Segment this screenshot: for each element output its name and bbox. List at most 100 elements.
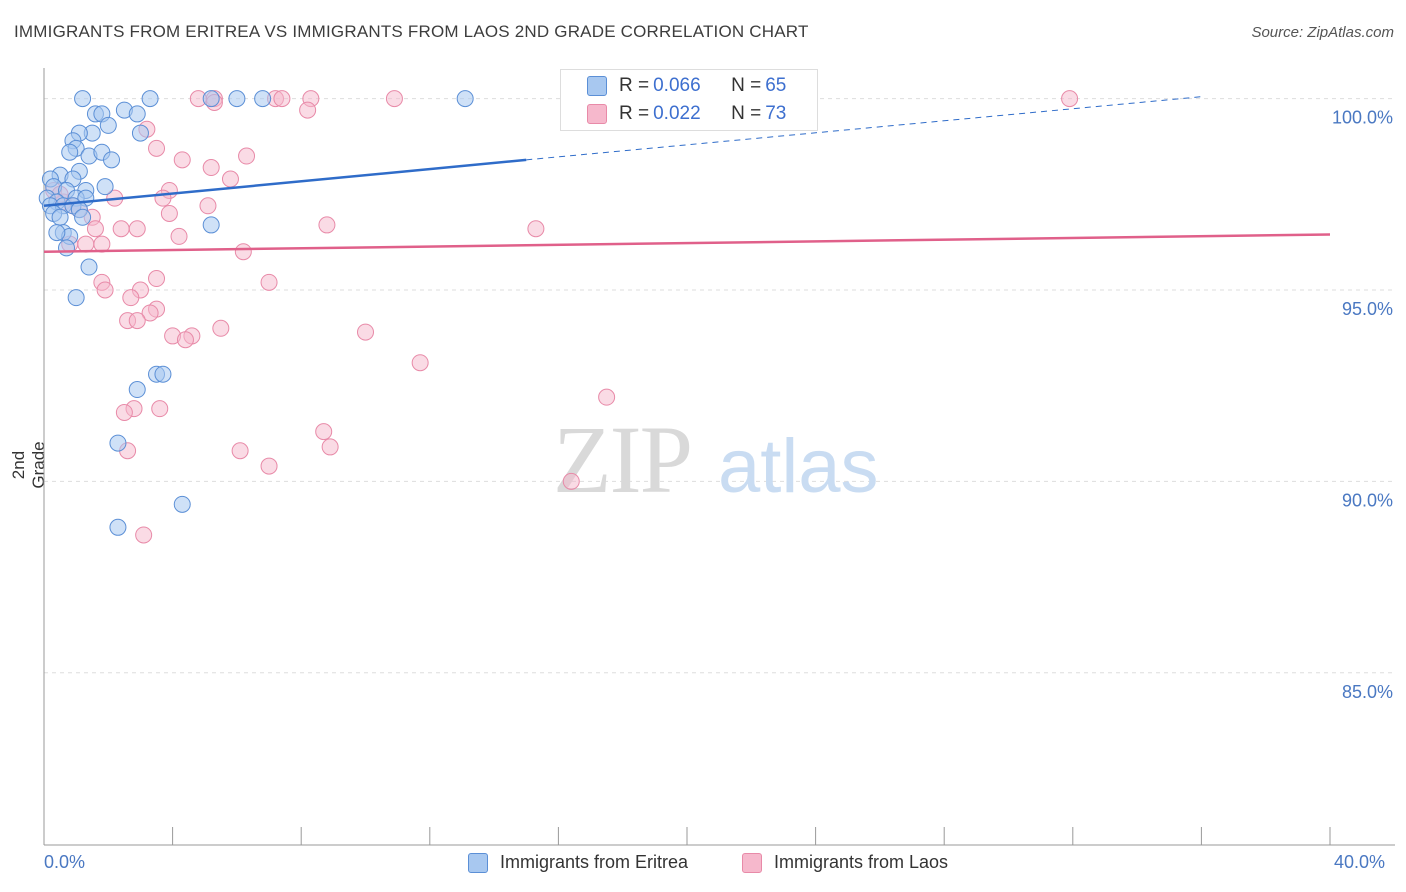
eritrea-point <box>109 434 127 452</box>
stats-legend-row-eritrea: R = 0.066 N = 65 <box>587 75 786 97</box>
laos-point <box>199 197 217 215</box>
laos-point <box>411 354 429 372</box>
laos-point <box>96 281 114 299</box>
n-value: 65 <box>765 75 787 96</box>
r-label: R = <box>619 75 650 96</box>
laos-point <box>357 323 374 341</box>
laos-point <box>321 438 339 456</box>
laos-point <box>318 216 336 234</box>
eritrea-point <box>80 258 98 276</box>
laos-point <box>562 472 580 490</box>
eritrea-point <box>61 143 79 161</box>
eritrea-point <box>131 124 149 142</box>
laos-trend-line <box>43 233 1331 253</box>
laos-point <box>221 170 239 188</box>
laos-point <box>527 220 545 238</box>
eritrea-point <box>456 90 474 108</box>
eritrea-point <box>141 90 159 108</box>
legend-label-eritrea: Immigrants from Eritrea <box>500 852 689 872</box>
r-label: R = <box>619 103 650 124</box>
laos-point <box>315 423 333 441</box>
laos-point <box>273 90 291 108</box>
y-tick-label: 85.0% <box>1342 682 1393 702</box>
eritrea-trend-line <box>43 158 527 208</box>
eritrea-point <box>51 208 69 226</box>
laos-point <box>260 457 278 475</box>
eritrea-point <box>154 365 172 383</box>
laos-point <box>112 220 130 238</box>
laos-point <box>173 151 191 169</box>
series-legend: Immigrants from Eritrea Immigrants from … <box>0 852 1406 876</box>
eritrea-point <box>128 381 146 399</box>
eritrea-trend-extension <box>526 96 1202 161</box>
laos-point <box>160 204 178 222</box>
stats-legend: R = 0.066 N = 65 R = 0.022 N = 73 <box>560 69 818 131</box>
y-tick-labels: 85.0% 90.0% 95.0% 100.0% <box>1332 108 1393 702</box>
eritrea-point <box>173 495 191 513</box>
laos-point <box>299 101 317 119</box>
laos-point <box>202 159 220 177</box>
eritrea-point <box>96 178 114 196</box>
stats-legend-row-laos: R = 0.022 N = 73 <box>587 103 786 125</box>
laos-point <box>135 526 153 544</box>
n-label: N = <box>731 75 762 96</box>
r-value: 0.066 <box>653 75 701 96</box>
y-tick-label: 90.0% <box>1342 490 1393 510</box>
laos-point <box>151 400 169 418</box>
laos-point <box>234 243 252 261</box>
legend-item-laos[interactable]: Immigrants from Laos <box>742 852 948 873</box>
x-tick-label-max: 40.0% <box>1334 852 1386 872</box>
trend-lines <box>43 96 1331 253</box>
laos-point <box>128 220 146 238</box>
eritrea-point <box>128 105 146 123</box>
laos-point <box>170 227 188 245</box>
n-value: 73 <box>765 103 787 124</box>
data-points <box>38 90 1079 544</box>
watermark: ZIP atlas <box>553 406 879 513</box>
legend-label-laos: Immigrants from Laos <box>774 852 949 872</box>
laos-point <box>122 289 140 307</box>
laos-point <box>238 147 256 165</box>
eritrea-point <box>254 90 272 108</box>
laos-point <box>212 319 230 337</box>
eritrea-point <box>228 90 246 108</box>
x-tick-label-min: 0.0% <box>44 852 86 872</box>
laos-point <box>385 90 403 108</box>
eritrea-point <box>58 239 76 257</box>
legend-swatch-eritrea <box>468 852 488 873</box>
laos-point <box>598 388 616 406</box>
n-label: N = <box>731 103 762 124</box>
eritrea-point <box>74 208 92 226</box>
laos-point <box>1061 90 1079 108</box>
r-value: 0.022 <box>653 103 701 124</box>
laos-point <box>154 189 172 207</box>
laos-point <box>86 220 104 238</box>
eritrea-swatch <box>587 76 607 96</box>
legend-item-eritrea[interactable]: Immigrants from Eritrea <box>468 852 688 873</box>
grid-lines <box>44 98 1395 674</box>
eritrea-point <box>67 289 85 307</box>
watermark-zip: ZIP <box>553 406 691 513</box>
eritrea-point <box>103 151 121 169</box>
watermark-atlas: atlas <box>718 424 879 509</box>
laos-point <box>260 273 278 291</box>
eritrea-point <box>202 216 220 234</box>
laos-point <box>141 304 159 322</box>
laos-point <box>77 235 95 253</box>
laos-swatch <box>587 104 607 124</box>
laos-point <box>148 270 166 288</box>
legend-swatch-laos <box>742 852 762 873</box>
laos-point <box>176 331 194 349</box>
chart-title: IMMIGRANTS FROM ERITREA VS IMMIGRANTS FR… <box>14 22 809 41</box>
y-tick-label: 95.0% <box>1342 299 1393 319</box>
eritrea-point <box>48 224 66 242</box>
y-tick-label: 100.0% <box>1332 108 1393 128</box>
eritrea-point <box>109 518 127 536</box>
eritrea-point <box>74 90 92 108</box>
laos-point <box>128 312 146 330</box>
laos-point <box>115 403 133 421</box>
laos-point <box>231 442 249 460</box>
eritrea-point <box>99 116 117 134</box>
eritrea-point <box>202 90 220 108</box>
